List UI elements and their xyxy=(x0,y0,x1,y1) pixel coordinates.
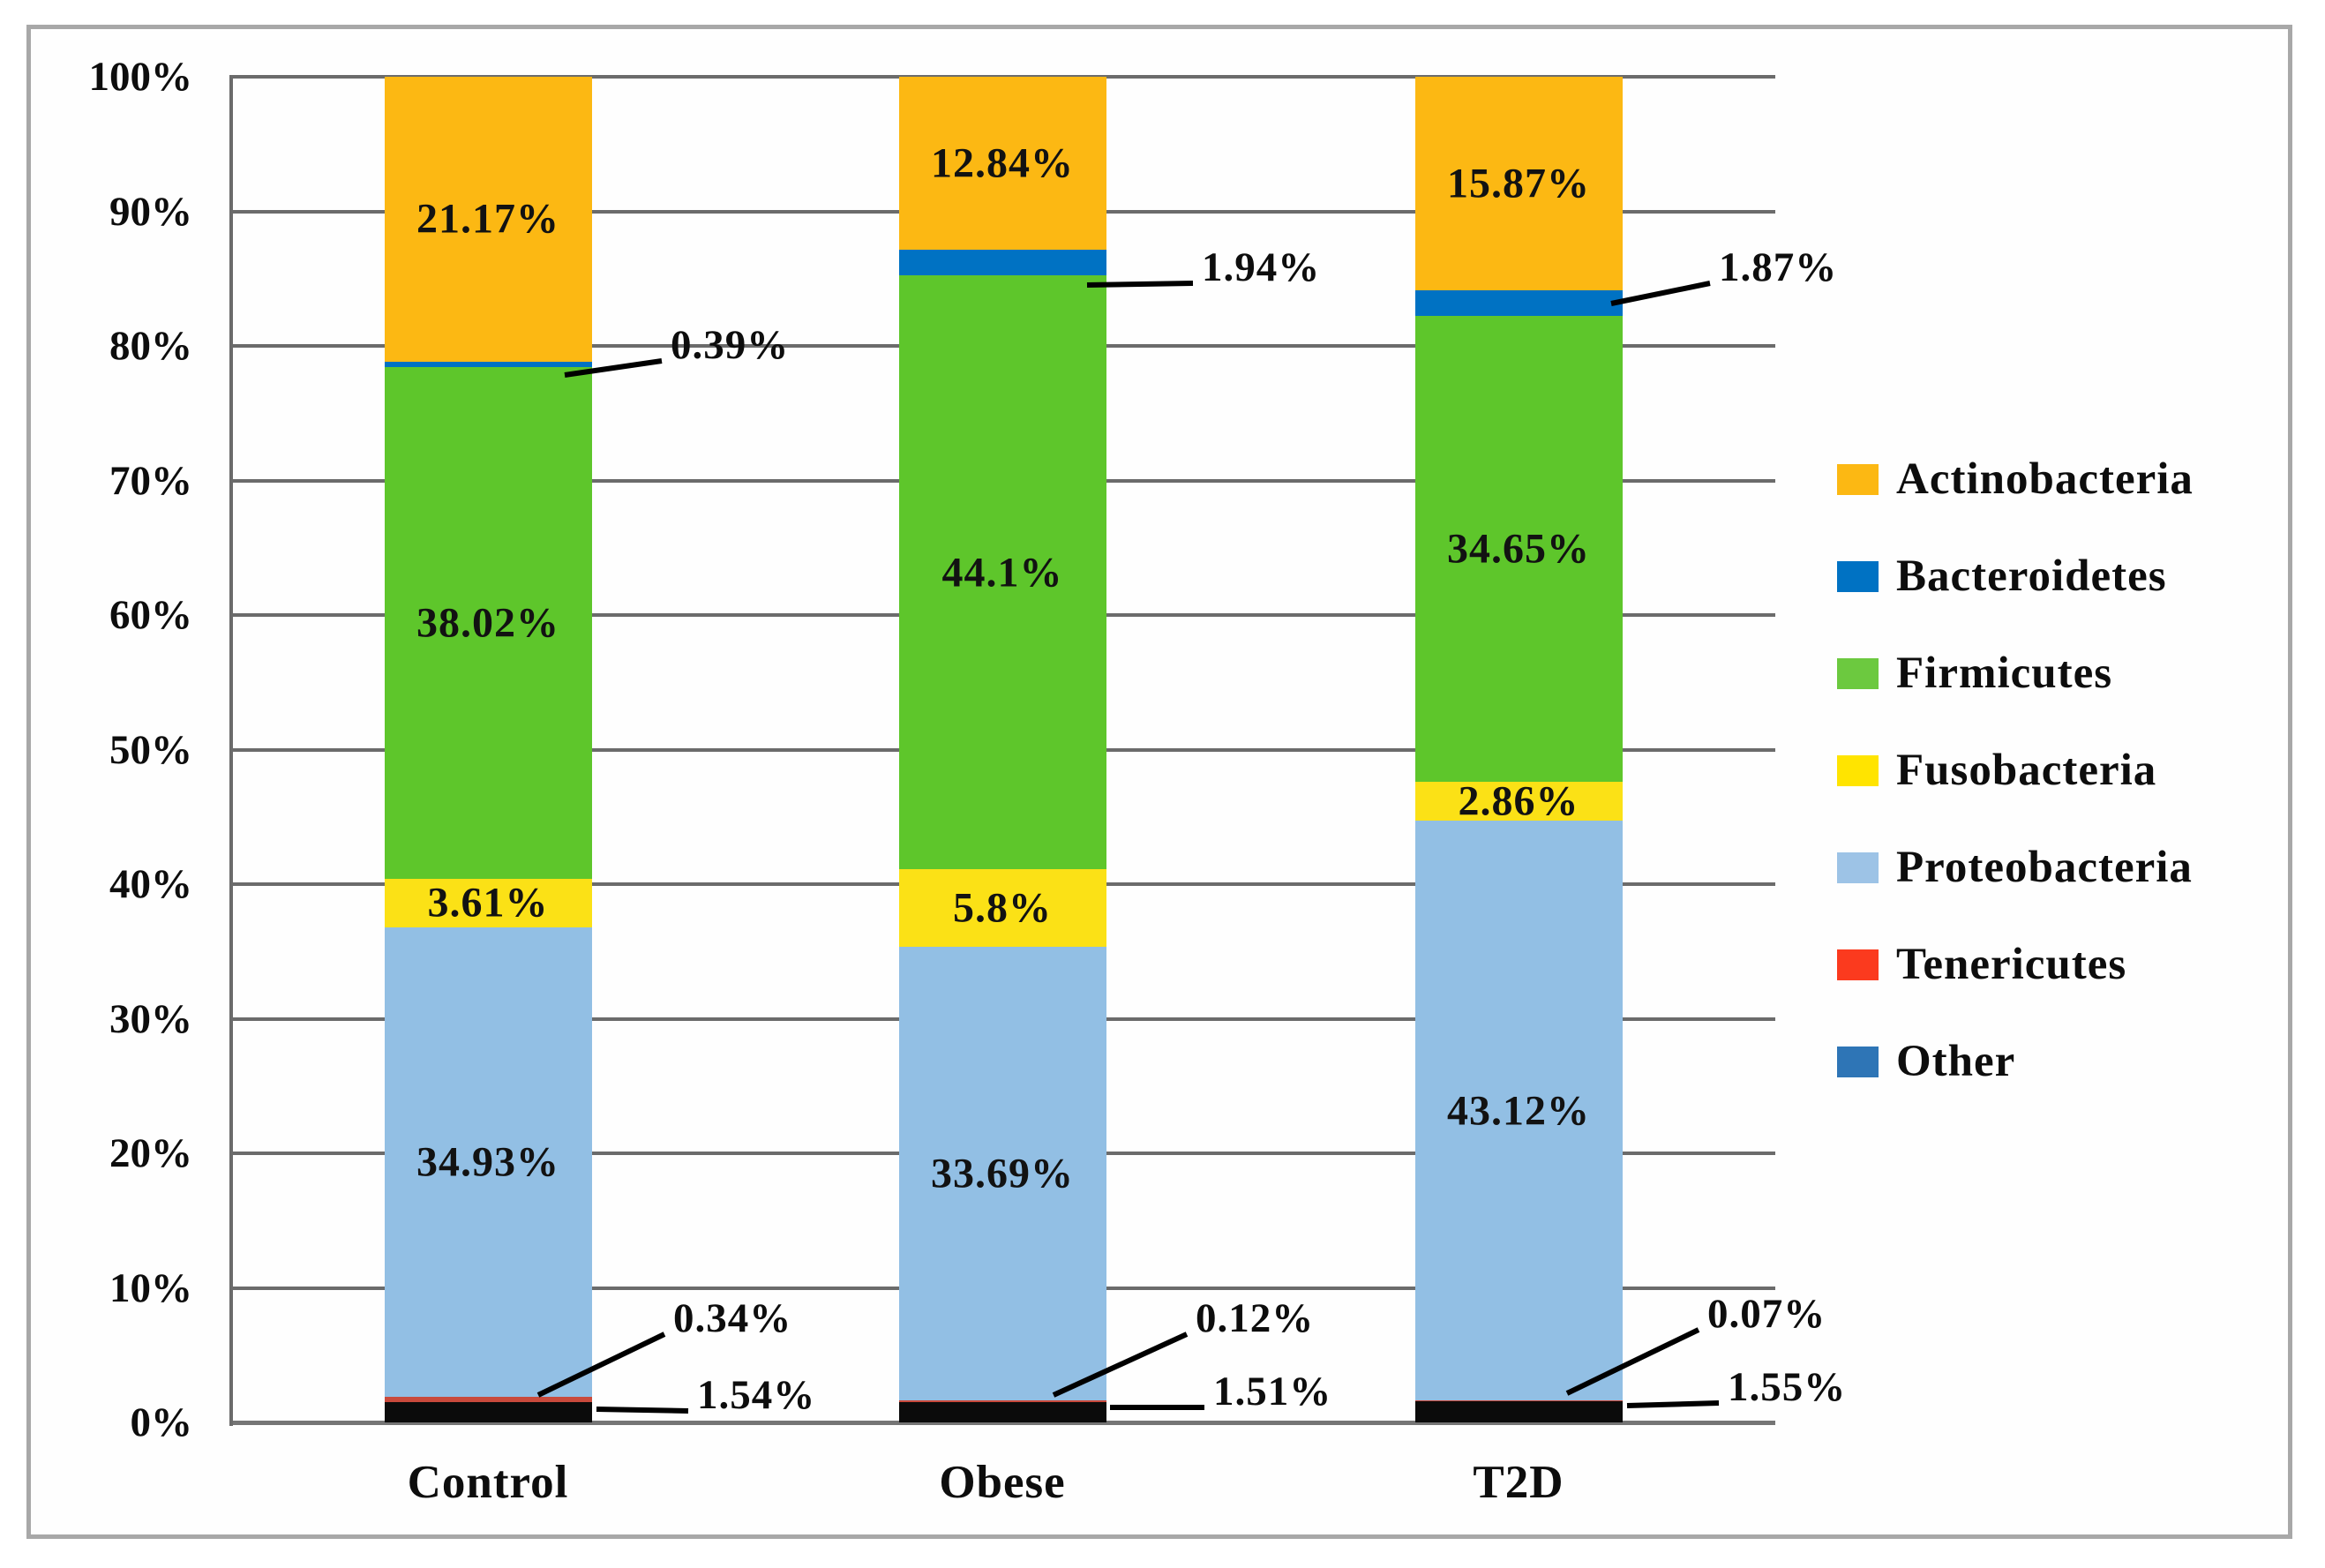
bar-segment-bacteroidetes-t2d xyxy=(1414,290,1623,316)
y-tick-label: 100% xyxy=(88,54,193,100)
y-tick-label: 30% xyxy=(109,995,192,1042)
legend-item-bacteroidetes: Bacteroidetes xyxy=(1837,547,2167,605)
callout-label-tenericutes: 0.12% xyxy=(1196,1295,1315,1341)
segment-value-label: 38.02% xyxy=(416,599,559,647)
callout-label-bacteroidetes: 0.39% xyxy=(671,322,790,368)
bar-segment-tenericutes-t2d xyxy=(1414,1400,1623,1402)
bar-segment-proteobacteria-obese xyxy=(898,947,1106,1401)
legend-item-firmicutes: Firmicutes xyxy=(1837,644,2112,702)
segment-value-label: 5.8% xyxy=(953,884,1052,932)
segment-value-label: 3.61% xyxy=(427,879,549,927)
bar-segment-tenericutes-obese xyxy=(898,1400,1106,1402)
y-tick-label: 90% xyxy=(109,188,192,235)
bar-segment-bacteroidetes-control xyxy=(384,361,592,367)
gridline-0 xyxy=(231,1421,1775,1425)
segment-value-label: 12.84% xyxy=(931,139,1074,187)
legend-item-proteobacteria: Proteobacteria xyxy=(1837,838,2193,897)
segment-value-label: 15.87% xyxy=(1447,160,1590,207)
bar-segment-fusobacteria-control xyxy=(384,878,592,927)
legend-item-tenericutes: Tenericutes xyxy=(1837,935,2126,994)
y-tick-label: 80% xyxy=(109,323,192,369)
legend-item-other: Other xyxy=(1837,1032,2015,1091)
bar-segment-actinobacteria-obese xyxy=(898,77,1106,250)
segment-value-label: 2.86% xyxy=(1458,777,1579,825)
legend-label: Actinobacteria xyxy=(1896,454,2194,504)
segment-value-label: 21.17% xyxy=(416,195,559,243)
callout-label-tenericutes: 0.34% xyxy=(673,1295,792,1341)
bar-segment-proteobacteria-t2d xyxy=(1414,820,1623,1401)
y-tick-label: 40% xyxy=(109,861,192,907)
legend-label: Bacteroidetes xyxy=(1896,551,2167,601)
legend-swatch-bacteroidetes xyxy=(1837,560,1879,592)
segment-value-label: 44.1% xyxy=(941,549,1063,596)
callout-label-other: 1.55% xyxy=(1728,1364,1847,1410)
legend-swatch-firmicutes xyxy=(1837,657,1879,689)
bar-segment-other-obese xyxy=(898,1401,1106,1422)
legend-item-actinobacteria: Actinobacteria xyxy=(1837,450,2194,508)
bar-segment-fusobacteria-obese xyxy=(898,868,1106,948)
bar-segment-proteobacteria-control xyxy=(384,927,592,1398)
bar-segment-actinobacteria-t2d xyxy=(1414,77,1623,291)
segment-value-label: 34.93% xyxy=(416,1138,559,1186)
legend-swatch-tenericutes xyxy=(1837,949,1879,980)
callout-label-other: 1.51% xyxy=(1213,1369,1332,1414)
y-tick-label: 10% xyxy=(109,1264,192,1311)
legend-label: Tenericutes xyxy=(1896,940,2127,989)
legend-swatch-other xyxy=(1837,1046,1879,1077)
segment-value-label: 43.12% xyxy=(1447,1087,1590,1134)
x-category-label-control: Control xyxy=(407,1457,569,1508)
bar-segment-actinobacteria-control xyxy=(384,77,592,362)
bar-segment-tenericutes-control xyxy=(384,1397,592,1402)
legend-swatch-fusobacteria xyxy=(1837,754,1879,786)
bar-segment-fusobacteria-t2d xyxy=(1414,782,1623,821)
callout-label-bacteroidetes: 1.94% xyxy=(1202,244,1321,290)
y-tick-label: 50% xyxy=(109,726,192,773)
callout-label-tenericutes: 0.07% xyxy=(1707,1291,1826,1337)
segment-value-label: 33.69% xyxy=(931,1150,1074,1197)
bar-segment-firmicutes-t2d xyxy=(1414,315,1623,783)
y-tick-label: 60% xyxy=(109,592,192,638)
bar-segment-other-t2d xyxy=(1414,1401,1623,1422)
y-tick-label: 20% xyxy=(109,1130,192,1176)
legend-label: Fusobacteria xyxy=(1896,746,2157,795)
x-category-label-obese: Obese xyxy=(939,1457,1066,1508)
legend-label: Proteobacteria xyxy=(1896,843,2193,892)
bar-segment-firmicutes-obese xyxy=(898,275,1106,869)
legend-swatch-proteobacteria xyxy=(1837,852,1879,883)
y-tick-label: 70% xyxy=(109,457,192,504)
bar-segment-other-control xyxy=(384,1401,592,1422)
legend-item-fusobacteria: Fusobacteria xyxy=(1837,741,2156,799)
legend-label: Firmicutes xyxy=(1896,649,2113,698)
segment-value-label: 34.65% xyxy=(1447,525,1590,573)
y-axis-line xyxy=(229,75,233,1426)
callout-label-other: 1.54% xyxy=(697,1372,816,1418)
x-category-label-t2d: T2D xyxy=(1473,1457,1564,1508)
y-tick-label: 0% xyxy=(130,1399,193,1445)
callout-label-bacteroidetes: 1.87% xyxy=(1719,244,1838,290)
bar-segment-bacteroidetes-obese xyxy=(898,249,1106,276)
bar-segment-firmicutes-control xyxy=(384,366,592,879)
legend-label: Other xyxy=(1896,1037,2016,1086)
legend-swatch-actinobacteria xyxy=(1837,463,1879,495)
